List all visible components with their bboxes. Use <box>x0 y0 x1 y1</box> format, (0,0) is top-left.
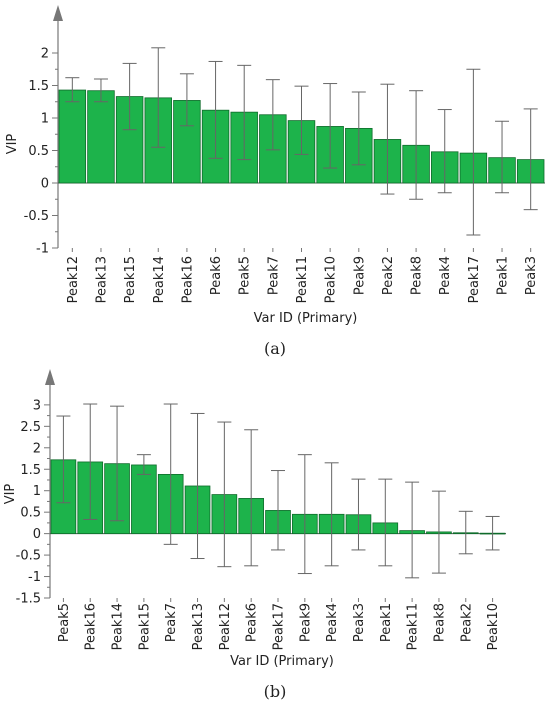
chart-panel-a: 2 1.5 1 0.5 0 -0.5 -1 Peak12 Peak13 Peak15 Peak14 P… <box>5 5 545 358</box>
y-tick-label: -1.5 <box>16 592 41 607</box>
x-tick-label: Peak3 <box>524 256 539 295</box>
y-tick-label: -1 <box>28 570 41 585</box>
x-tick-label: Peak9 <box>352 256 367 295</box>
x-tick-label: Peak5 <box>57 603 72 642</box>
x-tick-label: Peak6 <box>245 603 260 642</box>
x-tick-label: Peak4 <box>438 256 453 295</box>
y-axis-title: VIP <box>5 134 20 155</box>
x-tick-label: Peak12 <box>218 603 233 650</box>
y-tick-label: 2 <box>33 441 41 456</box>
y-axis-title: VIP <box>3 484 18 505</box>
y-tick-label: 2 <box>41 47 49 62</box>
x-tick-label: Peak15 <box>137 603 152 650</box>
y-tick-label: 1.5 <box>28 79 49 94</box>
x-tick-label: Peak5 <box>238 256 253 295</box>
y-tick-label: 1.5 <box>20 463 41 478</box>
x-tick-label: Peak11 <box>295 256 310 303</box>
x-tick-label: Peak13 <box>94 256 109 303</box>
x-tick-label: Peak10 <box>486 603 501 650</box>
y-axis-arrow-icon <box>45 369 55 385</box>
y-axis-arrow-icon <box>53 5 63 21</box>
x-tick-label: Peak3 <box>352 603 367 642</box>
panel-caption: (b) <box>264 682 287 701</box>
y-tick-label: 0.5 <box>28 144 49 159</box>
x-tick-label: Peak15 <box>123 256 138 303</box>
y-tick-label: -0.5 <box>16 549 41 564</box>
y-tick-label: 2.5 <box>20 420 41 435</box>
bar-Peak15 <box>131 464 157 535</box>
chart-panel-b: 3 2.5 2 1.5 1 0.5 0 -0.5 -1 -1.5 Peak5 Peak16 Peak14… <box>3 369 506 701</box>
bar-Peak13 <box>87 90 115 184</box>
x-tick-label: Peak16 <box>180 256 195 303</box>
y-tick-label: -0.5 <box>24 209 49 224</box>
x-tick-label: Peak1 <box>496 256 511 295</box>
x-tick-label: Peak16 <box>84 603 99 650</box>
x-tick-label: Peak10 <box>324 256 339 303</box>
x-tick-label: Peak4 <box>325 603 340 642</box>
x-axis-title: Var ID (Primary) <box>230 654 334 669</box>
y-tick-label: 3 <box>33 398 41 413</box>
x-tick-label: Peak12 <box>66 256 81 303</box>
x-tick-label: Peak7 <box>164 603 179 642</box>
x-tick-label: Peak2 <box>459 603 474 642</box>
x-tick-label: Peak13 <box>191 603 206 650</box>
x-tick-label: Peak14 <box>111 603 126 650</box>
y-tick-label: 0 <box>41 177 49 192</box>
y-tick-label: 0 <box>33 527 41 542</box>
y-tick-label: 0.5 <box>20 506 41 521</box>
x-tick-label: Peak8 <box>432 603 447 642</box>
x-tick-label: Peak7 <box>266 256 281 295</box>
x-tick-label: Peak1 <box>379 603 394 642</box>
x-tick-label: Peak14 <box>152 256 167 303</box>
y-tick-label: -1 <box>36 242 49 257</box>
panel-caption: (a) <box>264 339 286 358</box>
bar-Peak12 <box>58 89 87 184</box>
y-tick-label: 1 <box>33 484 41 499</box>
x-axis-title: Var ID (Primary) <box>254 311 358 326</box>
x-tick-label: Peak2 <box>381 256 396 295</box>
x-tick-label: Peak11 <box>406 603 421 650</box>
y-tick-label: 1 <box>41 112 49 127</box>
x-tick-label: Peak8 <box>410 256 425 295</box>
x-tick-label: Peak17 <box>467 256 482 303</box>
x-tick-label: Peak6 <box>209 256 224 295</box>
x-tick-label: Peak17 <box>272 603 287 650</box>
x-tick-label: Peak9 <box>298 603 313 642</box>
